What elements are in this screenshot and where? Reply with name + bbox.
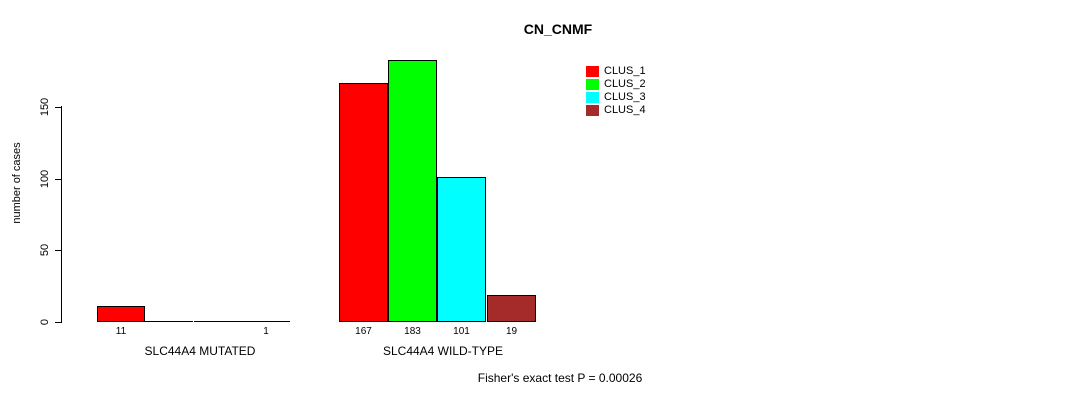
legend-label: CLUS_1: [604, 65, 646, 77]
bar-clus_2-wild-type: [388, 60, 437, 322]
legend-item-clus_4: CLUS_4: [586, 104, 646, 117]
legend-swatch-icon: [586, 66, 599, 77]
y-tick: [55, 250, 62, 251]
y-tick-label: 150: [39, 97, 51, 117]
y-tick: [55, 322, 62, 323]
bar-clus_4-wild-type: [487, 295, 536, 322]
group-label-mutated: SLC44A4 MUTATED: [144, 344, 256, 358]
bar-clus_3-wild-type: [437, 177, 486, 322]
bar-clus_2-mutated: [145, 321, 193, 322]
fisher-test-annotation: Fisher's exact test P = 0.00026: [477, 371, 643, 385]
y-axis-label: number of cases: [11, 142, 23, 224]
bar-clus_1-wild-type: [339, 83, 388, 322]
bar-value-label: 19: [505, 326, 518, 337]
legend-swatch-icon: [586, 79, 599, 90]
y-axis-line: [61, 106, 62, 323]
y-tick-label: 100: [39, 169, 51, 189]
y-tick-label: 0: [39, 318, 51, 326]
bar-value-label: 101: [453, 326, 470, 337]
bar-value-label: 1: [263, 326, 269, 337]
legend-swatch-icon: [586, 105, 599, 116]
bar-clus_4-mutated: [242, 321, 290, 322]
y-tick: [55, 107, 62, 108]
y-tick: [55, 179, 62, 180]
legend-item-clus_2: CLUS_2: [586, 78, 646, 91]
bar-value-label: 183: [404, 326, 421, 337]
legend-label: CLUS_2: [604, 78, 646, 90]
legend: CLUS_1 CLUS_2 CLUS_3 CLUS_4: [586, 65, 646, 117]
bar-value-label: 11: [115, 326, 127, 337]
chart-title: CN_CNMF: [523, 21, 593, 37]
legend-label: CLUS_3: [604, 91, 646, 103]
legend-item-clus_1: CLUS_1: [586, 65, 646, 78]
legend-item-clus_3: CLUS_3: [586, 91, 646, 104]
legend-label: CLUS_4: [604, 104, 646, 116]
legend-swatch-icon: [586, 92, 599, 103]
group-label-wild-type: SLC44A4 WILD-TYPE: [382, 344, 504, 358]
bar-clus_3-mutated: [194, 321, 242, 322]
bar-clus_1-mutated: [97, 306, 145, 322]
y-tick-label: 50: [39, 243, 51, 257]
bar-value-label: 167: [355, 326, 372, 337]
